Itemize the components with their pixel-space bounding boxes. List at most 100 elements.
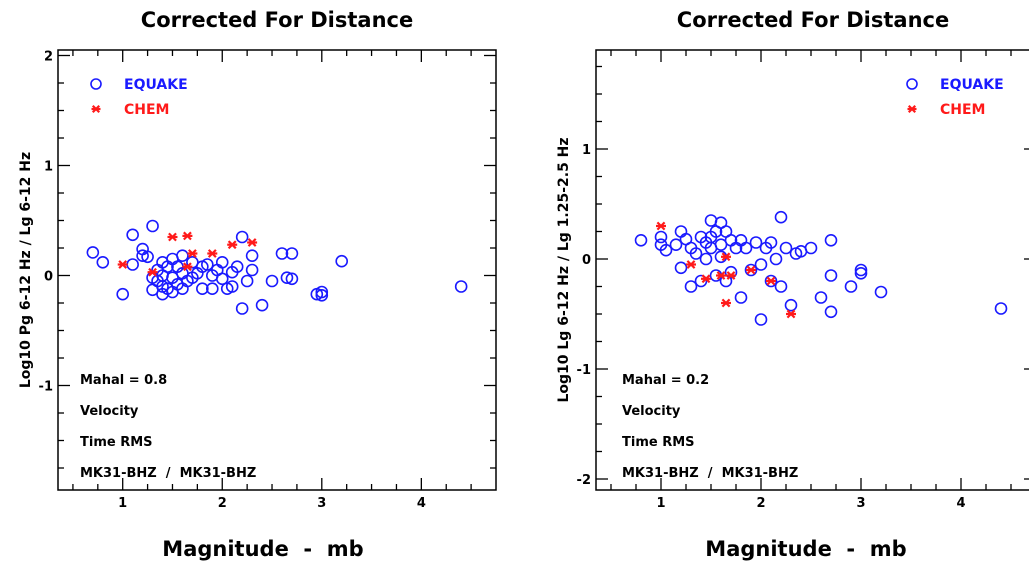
x-tick-label: 4 [417, 496, 426, 511]
equake-point [265, 274, 279, 288]
note-time-rms-left: Time RMS [80, 435, 153, 450]
equake-point [684, 280, 698, 293]
equake-point [689, 247, 703, 260]
chart-panel-left: Corrected For Distance 1 2 3 4 -1 0 1 2 EQUAKE … [18, 8, 497, 561]
chart-title-right: Corrected For Distance [677, 8, 949, 32]
x-tick-label: 1 [656, 496, 665, 511]
equake-point [764, 274, 778, 288]
equake-point [201, 258, 214, 271]
equake-point [335, 254, 349, 268]
equake-point [126, 228, 139, 242]
equake-point [225, 280, 239, 293]
equake-point [275, 247, 289, 260]
equake-point [699, 252, 713, 266]
equake-point [874, 285, 888, 299]
chem-point [721, 298, 731, 308]
chem-point [686, 260, 696, 269]
equake-point [814, 291, 828, 304]
chem-point [746, 265, 756, 275]
legend-equake-label-left: EQUAKE [124, 77, 188, 93]
equake-point [235, 302, 249, 315]
equake-point [994, 302, 1008, 315]
equake-point [739, 241, 753, 255]
equake-point [694, 274, 708, 288]
equake-point [749, 236, 763, 249]
equake-point [804, 241, 818, 255]
equake-point [215, 255, 229, 269]
equake-point [774, 210, 788, 224]
chem-point [726, 271, 736, 280]
equake-point [116, 287, 130, 301]
equake-point [280, 271, 294, 285]
x-axis-label-left: Magnitude - mb [162, 537, 363, 561]
x-tick-label: 2 [218, 496, 227, 511]
equake-point [315, 288, 329, 302]
equake-point [824, 269, 838, 282]
equake-point [454, 280, 468, 293]
equake-point [215, 272, 229, 286]
equake-point [674, 261, 688, 275]
equake-point [774, 280, 788, 293]
note-time-rms-right: Time RMS [622, 435, 695, 450]
chem-point [227, 240, 238, 250]
x-axis-label-right: Magnitude - mb [705, 537, 906, 561]
x-tick-label: 4 [956, 496, 965, 511]
equake-point [779, 241, 793, 255]
x-tick-label: 2 [756, 496, 765, 511]
legend-chem-marker-right [907, 104, 917, 114]
equake-point [784, 298, 798, 312]
y-tick-label: 1 [582, 143, 591, 158]
equake-point [659, 243, 673, 257]
equake-point [754, 258, 768, 271]
equake-point [196, 282, 209, 296]
equake-point [235, 230, 249, 244]
y-axis-label-right: Log10 Lg 6-12 Hz / Lg 1.25-2.5 Hz [556, 137, 572, 402]
equake-point [176, 249, 189, 262]
equake-point [255, 298, 269, 312]
y-tick-label: 1 [44, 160, 53, 175]
equake-point [146, 219, 159, 233]
equake-point [230, 260, 244, 274]
chem-point [182, 231, 193, 241]
equake-point [285, 247, 299, 260]
equake-point [205, 282, 219, 296]
annotation-block-left: Mahal = 0.8 Velocity Time RMS MK31-BHZ /… [80, 373, 256, 481]
legend-chem-label-left: CHEM [124, 102, 170, 118]
equake-point [669, 238, 683, 251]
equake-point [315, 285, 329, 299]
note-velocity-left: Velocity [80, 404, 139, 419]
chem-point [716, 271, 726, 280]
data-points-left [86, 219, 468, 315]
x-tick-label: 1 [118, 496, 127, 511]
x-tick-label: 3 [317, 496, 326, 511]
equake-point [734, 291, 748, 304]
chem-point [656, 221, 666, 231]
chem-point [182, 262, 193, 272]
chart-panel-right: Corrected For Distance 1 2 3 4 -2 -1 0 1 EQUAKE… [556, 8, 1029, 561]
equake-point [126, 258, 139, 271]
legend-left: EQUAKE CHEM [90, 77, 188, 118]
equake-point [824, 305, 838, 319]
chem-point [187, 249, 198, 258]
equake-point [245, 263, 259, 277]
note-station-right: MK31-BHZ / MK31-BHZ [622, 466, 798, 481]
y-axis-label-left: Log10 Pg 6-12 Hz / Lg 6-12 Hz [18, 152, 34, 388]
equake-point [704, 214, 718, 227]
annotation-block-right: Mahal = 0.2 Velocity Time RMS MK31-BHZ /… [622, 373, 798, 481]
equake-point [769, 252, 783, 266]
legend-equake-marker-right [906, 78, 918, 90]
chem-point [167, 232, 178, 242]
equake-point [724, 265, 738, 279]
equake-point [744, 263, 758, 277]
legend-equake-label-right: EQUAKE [940, 77, 1004, 93]
chem-point [701, 274, 711, 284]
data-points-right [634, 210, 1008, 326]
equake-point [854, 266, 868, 280]
chem-point [147, 267, 158, 277]
y-tick-label: -2 [577, 473, 591, 488]
y-tick-label: -1 [39, 380, 53, 395]
legend-equake-marker-left [90, 78, 102, 90]
plot-frame-left [57, 49, 497, 491]
legend-right: EQUAKE CHEM [906, 77, 1004, 118]
chem-point [786, 309, 796, 319]
